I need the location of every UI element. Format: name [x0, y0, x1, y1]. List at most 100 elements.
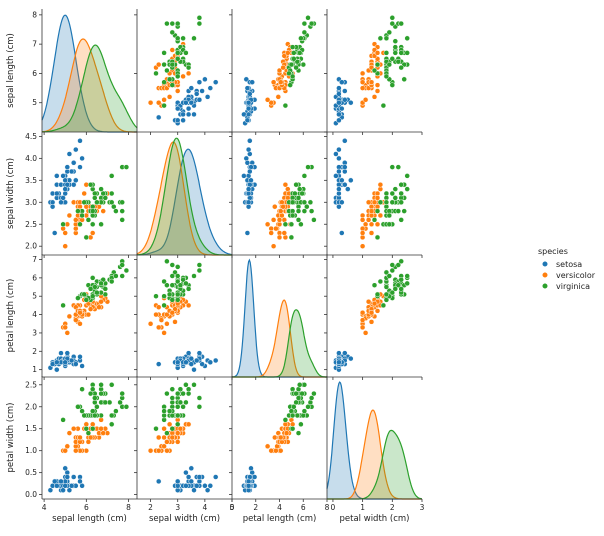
point-setosa [336, 186, 342, 192]
point-virginica [98, 390, 104, 397]
ytick-label: 2.0 [25, 402, 37, 411]
point-setosa [336, 350, 342, 356]
point-virginica [185, 390, 192, 397]
point-versicolor [158, 317, 165, 323]
point-virginica [169, 297, 176, 303]
point-virginica [389, 267, 396, 274]
kde-fill-versicolor [137, 142, 232, 255]
point-versicolor [174, 430, 181, 436]
point-virginica [288, 221, 295, 228]
point-virginica [289, 412, 296, 419]
point-setosa [339, 105, 345, 112]
point-setosa [348, 99, 354, 106]
point-virginica [174, 73, 181, 80]
point-versicolor [98, 425, 104, 432]
point-setosa [207, 85, 214, 91]
point-setosa [336, 111, 342, 118]
point-virginica [119, 273, 125, 279]
point-virginica [301, 173, 308, 179]
point-virginica [404, 273, 410, 279]
point-versicolor [64, 443, 71, 450]
ytick-label: 5 [32, 98, 37, 107]
point-setosa [191, 111, 197, 118]
point-virginica [102, 399, 109, 406]
point-setosa [64, 181, 71, 188]
point-setosa [60, 195, 66, 201]
point-setosa [247, 138, 253, 144]
point-virginica [108, 278, 115, 285]
point-virginica [374, 234, 381, 241]
point-versicolor [264, 443, 271, 450]
yaxis-label-sepal-length: sepal length (cm) [6, 33, 16, 108]
point-virginica [401, 208, 407, 214]
point-versicolor [270, 79, 277, 85]
point-virginica [374, 61, 381, 68]
point-virginica [395, 262, 402, 268]
point-versicolor [272, 434, 278, 441]
point-setosa [244, 117, 251, 124]
point-virginica [85, 430, 92, 436]
point-virginica [295, 208, 302, 214]
point-versicolor [359, 79, 366, 85]
point-virginica [89, 408, 96, 414]
point-virginica [293, 64, 299, 71]
point-versicolor [282, 181, 289, 188]
point-setosa [47, 487, 54, 493]
point-setosa [188, 355, 195, 362]
point-virginica [161, 61, 167, 68]
point-virginica [177, 399, 184, 406]
point-virginica [286, 70, 292, 77]
point-versicolor [174, 439, 181, 445]
point-versicolor [81, 190, 87, 197]
yaxis-label-sepal-width: sepal width (cm) [6, 158, 16, 229]
point-versicolor [273, 447, 279, 454]
point-versicolor [374, 50, 381, 56]
point-virginica [295, 395, 302, 401]
point-virginica [305, 404, 311, 410]
point-versicolor [368, 208, 375, 214]
point-virginica [304, 203, 310, 210]
point-versicolor [62, 230, 68, 236]
point-setosa [180, 111, 186, 118]
point-virginica [169, 386, 176, 392]
point-virginica [164, 282, 170, 288]
point-versicolor [374, 308, 381, 314]
point-virginica [300, 61, 307, 68]
point-virginica [94, 404, 100, 410]
legend-marker-virginica [541, 282, 549, 290]
point-versicolor [371, 300, 378, 307]
point-versicolor [371, 199, 378, 206]
point-virginica [301, 199, 308, 206]
point-virginica [123, 267, 130, 274]
point-setosa [199, 361, 205, 367]
point-virginica [374, 208, 381, 214]
kde-line-versicolor [41, 38, 137, 133]
point-versicolor [177, 425, 184, 432]
point-setosa [70, 474, 77, 480]
point-virginica [395, 208, 402, 214]
panel-sepal-length-vs-sepal-length: 5 6 7 8 sepal length (cm) [6, 9, 138, 135]
ytick-label: 7 [32, 40, 37, 49]
point-virginica [301, 20, 308, 27]
point-setosa [155, 114, 162, 121]
xtick-label: 1 [360, 503, 365, 512]
point-virginica [89, 425, 96, 432]
point-virginica [169, 425, 176, 432]
point-virginica [404, 173, 410, 179]
point-versicolor [277, 79, 284, 85]
point-versicolor [166, 421, 173, 428]
point-virginica [183, 280, 189, 287]
point-versicolor [281, 230, 288, 236]
point-virginica [98, 382, 104, 388]
point-setosa [251, 474, 258, 480]
xtick-label: 5 [230, 503, 235, 512]
point-virginica [174, 278, 181, 285]
panel-sepal-width-vs-petal-width [324, 132, 423, 258]
pairplot-panels: 5 6 7 8 sepal length (cm) 2.0 2.5 3.0 3.5 4.0 4.5 s… [6, 9, 425, 524]
point-versicolor [359, 217, 366, 223]
point-virginica [185, 64, 192, 71]
panel-sepal-width-vs-petal-length [229, 132, 328, 258]
point-virginica [87, 390, 94, 397]
point-setosa [212, 357, 219, 364]
